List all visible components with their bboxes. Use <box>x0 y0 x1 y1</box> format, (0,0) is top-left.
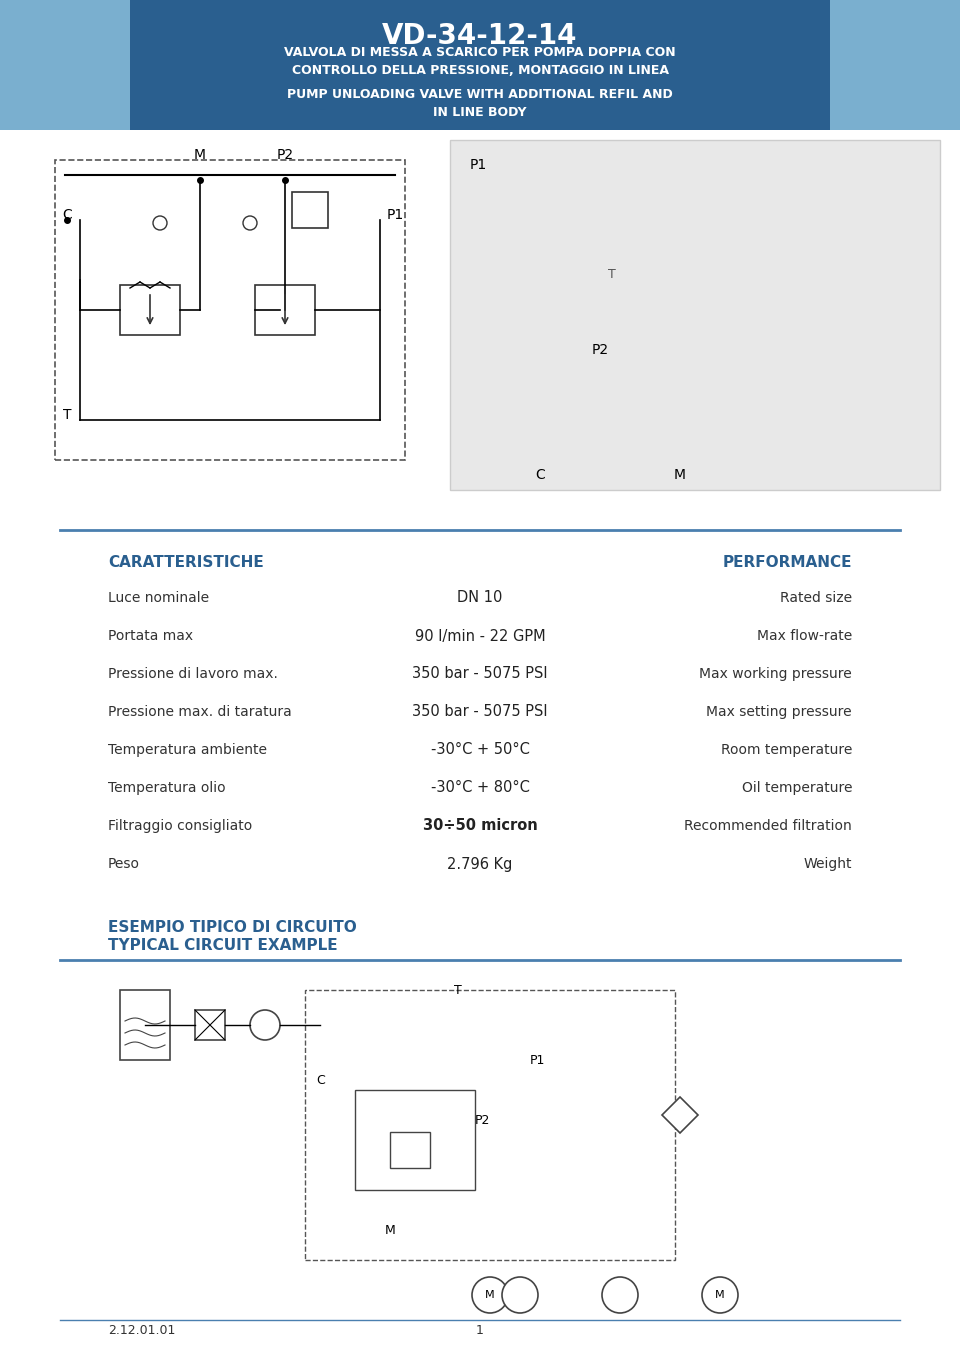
Text: VD-34-12-14: VD-34-12-14 <box>382 22 578 50</box>
Bar <box>55 160 405 460</box>
Text: TYPICAL CIRCUIT EXAMPLE: TYPICAL CIRCUIT EXAMPLE <box>108 938 338 953</box>
Text: 350 bar - 5075 PSI: 350 bar - 5075 PSI <box>412 666 548 681</box>
Text: P2: P2 <box>276 148 294 162</box>
Text: P1: P1 <box>530 1053 545 1067</box>
Text: Luce nominale: Luce nominale <box>108 590 209 605</box>
Text: T: T <box>608 268 616 282</box>
Text: 1: 1 <box>476 1323 484 1336</box>
Text: 2.12.01.01: 2.12.01.01 <box>108 1323 176 1336</box>
Text: ESEMPIO TIPICO DI CIRCUITO: ESEMPIO TIPICO DI CIRCUITO <box>108 919 357 936</box>
Text: Room temperature: Room temperature <box>721 743 852 757</box>
Bar <box>120 990 170 1060</box>
Text: T: T <box>454 983 462 997</box>
Text: Filtraggio consigliato: Filtraggio consigliato <box>108 819 252 833</box>
Bar <box>355 1090 475 1190</box>
Text: 30÷50 micron: 30÷50 micron <box>422 819 538 834</box>
Text: M: M <box>485 1290 494 1300</box>
Text: -30°C + 50°C: -30°C + 50°C <box>431 742 529 757</box>
Text: CARATTERISTICHE: CARATTERISTICHE <box>108 555 264 570</box>
Circle shape <box>472 1277 508 1313</box>
Text: C: C <box>62 209 72 222</box>
Text: Weight: Weight <box>804 857 852 871</box>
Text: Rated size: Rated size <box>780 590 852 605</box>
Bar <box>120 284 180 334</box>
Text: P1: P1 <box>386 209 403 222</box>
Text: Recommended filtration: Recommended filtration <box>684 819 852 833</box>
Text: Oil temperature: Oil temperature <box>741 781 852 795</box>
Text: 90 l/min - 22 GPM: 90 l/min - 22 GPM <box>415 628 545 643</box>
Bar <box>130 0 830 130</box>
Text: 2.796 Kg: 2.796 Kg <box>447 857 513 872</box>
Text: P2: P2 <box>591 343 609 357</box>
Text: M: M <box>715 1290 725 1300</box>
Bar <box>450 139 940 490</box>
Text: P2: P2 <box>475 1113 491 1127</box>
Text: Portata max: Portata max <box>108 630 193 643</box>
Bar <box>292 192 328 227</box>
Text: Pressione max. di taratura: Pressione max. di taratura <box>108 705 292 719</box>
Text: Pressione di lavoro max.: Pressione di lavoro max. <box>108 668 277 681</box>
Text: C: C <box>316 1074 324 1086</box>
Text: PUMP UNLOADING VALVE WITH ADDITIONAL REFIL AND
IN LINE BODY: PUMP UNLOADING VALVE WITH ADDITIONAL REF… <box>287 88 673 119</box>
Circle shape <box>250 1010 280 1040</box>
Text: -30°C + 80°C: -30°C + 80°C <box>431 780 529 796</box>
Text: M: M <box>194 148 206 162</box>
Bar <box>390 1132 430 1169</box>
Bar <box>195 1010 225 1040</box>
Text: DN 10: DN 10 <box>457 590 503 605</box>
Text: Max flow-rate: Max flow-rate <box>756 630 852 643</box>
Text: Temperatura olio: Temperatura olio <box>108 781 226 795</box>
Text: VALVOLA DI MESSA A SCARICO PER POMPA DOPPIA CON
CONTROLLO DELLA PRESSIONE, MONTA: VALVOLA DI MESSA A SCARICO PER POMPA DOP… <box>284 46 676 77</box>
Text: M: M <box>674 468 686 482</box>
Text: C: C <box>535 468 545 482</box>
Circle shape <box>602 1277 638 1313</box>
Circle shape <box>153 217 167 230</box>
Bar <box>255 284 315 334</box>
Circle shape <box>702 1277 738 1313</box>
Text: M: M <box>385 1224 396 1236</box>
Text: Max setting pressure: Max setting pressure <box>707 705 852 719</box>
Text: T: T <box>62 408 71 422</box>
Bar <box>0 0 960 130</box>
Text: P1: P1 <box>470 158 488 172</box>
Text: 350 bar - 5075 PSI: 350 bar - 5075 PSI <box>412 704 548 719</box>
Bar <box>305 990 675 1261</box>
Text: Max working pressure: Max working pressure <box>699 668 852 681</box>
Circle shape <box>502 1277 538 1313</box>
Text: PERFORMANCE: PERFORMANCE <box>723 555 852 570</box>
Polygon shape <box>662 1097 698 1133</box>
Text: Temperatura ambiente: Temperatura ambiente <box>108 743 267 757</box>
Circle shape <box>243 217 257 230</box>
Text: Peso: Peso <box>108 857 140 871</box>
